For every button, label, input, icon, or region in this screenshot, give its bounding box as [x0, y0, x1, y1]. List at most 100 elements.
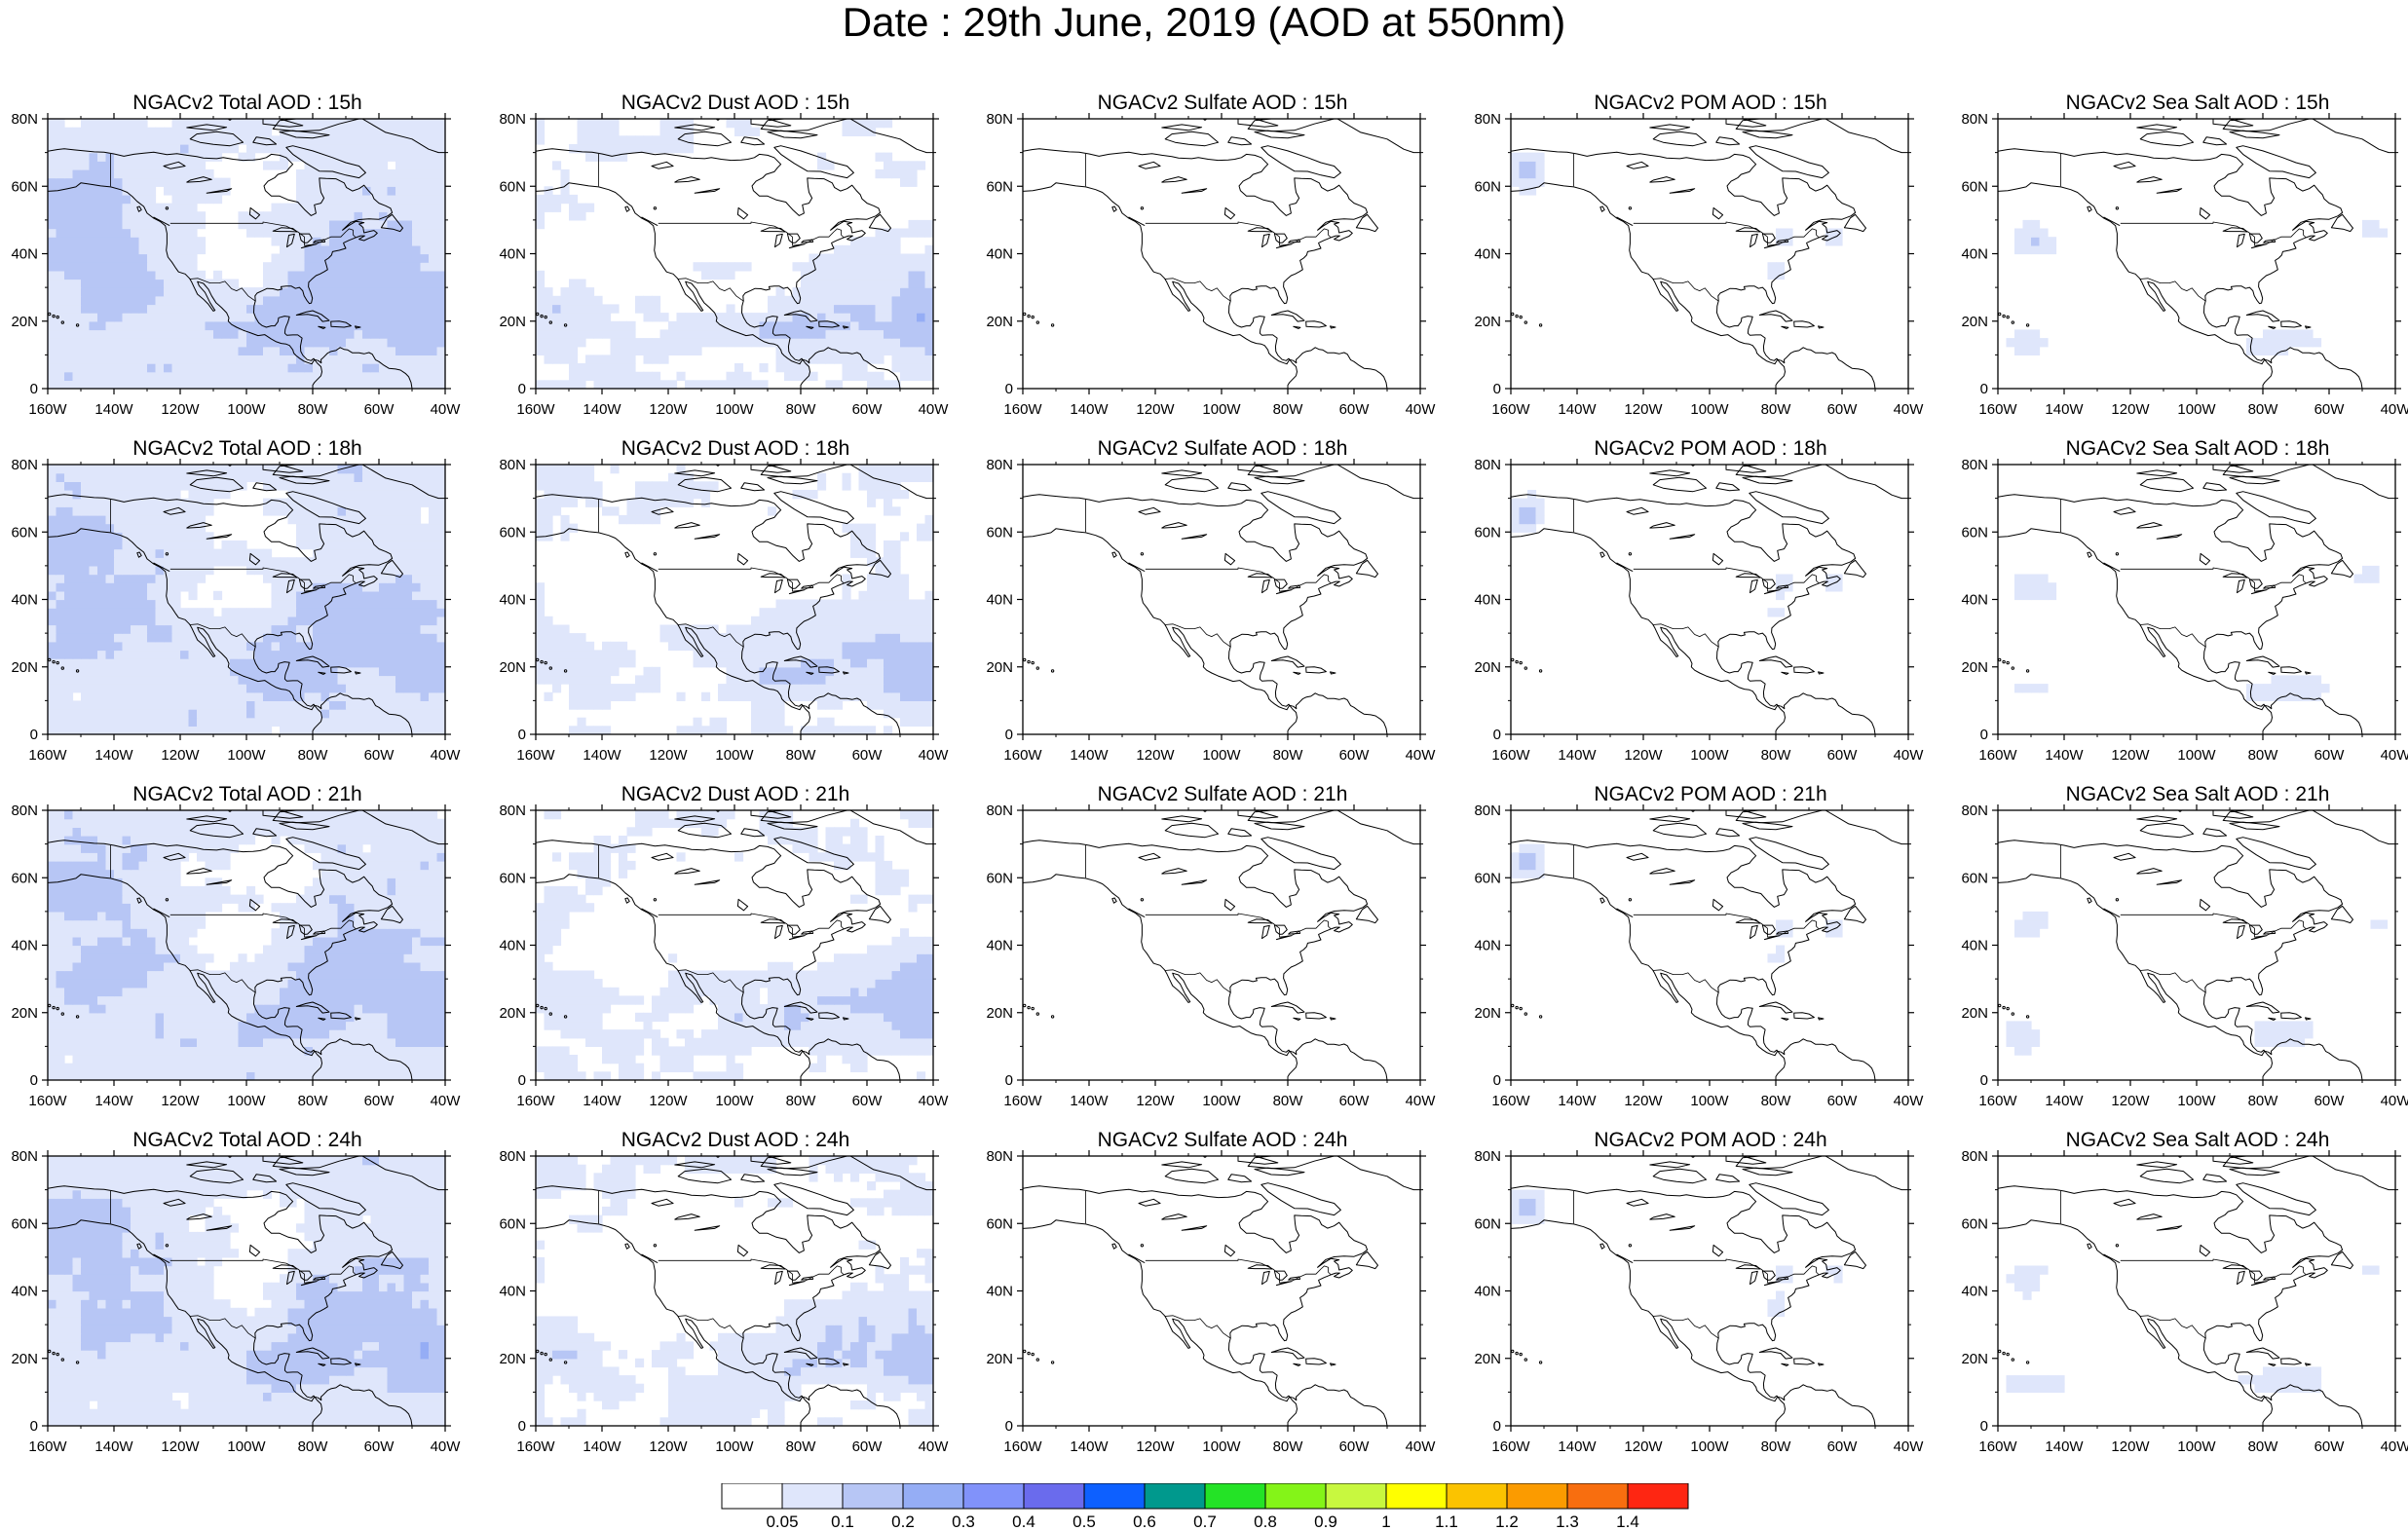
lon-tick-label: 100W: [715, 1438, 754, 1455]
lon-tick-label: 80W: [786, 1438, 817, 1455]
island-outline: [189, 1168, 245, 1184]
lon-tick-label: 40W: [1406, 1438, 1437, 1455]
aod-map: 0 20N 40N 60N 80N 160W 140W 120W 100W 80W 60W 40W: [1961, 1148, 2408, 1455]
island-outline: [849, 465, 933, 500]
island-outline: [2268, 1363, 2276, 1366]
island-outline: [2280, 320, 2302, 328]
island-outline: [1749, 1182, 1829, 1216]
panel-title: NGACv2 Total AOD : 21h: [132, 783, 362, 805]
colorbar-level-label: 0.9: [1314, 1512, 1337, 1530]
island-outline: [843, 1363, 849, 1366]
island-outline: [1616, 1253, 1634, 1263]
lat-tick-label: 60N: [499, 524, 526, 541]
island-outline: [1749, 145, 1829, 179]
colorbar-level-label: 0.6: [1133, 1512, 1156, 1530]
island-outline: [783, 655, 818, 668]
lake-outline: [1181, 1225, 1208, 1231]
islet: [2178, 810, 2182, 812]
lake-outline: [286, 1270, 295, 1286]
aod-map: 0 20N 40N 60N 80N 160W 140W 120W 100W 80W 60W 40W: [499, 1148, 949, 1455]
island-outline: [1742, 475, 1793, 485]
lake-outline: [1138, 1198, 1161, 1207]
lon-tick-label: 80W: [1761, 1093, 1792, 1109]
island-outline: [318, 1017, 326, 1021]
island-outline: [295, 1347, 330, 1360]
map-panel: NGACv2 Sea Salt AOD : 18h 0 20N 40N 60N 80N 16…: [1952, 430, 2408, 771]
island-outline: [2212, 119, 2254, 128]
country-border: [2120, 913, 2307, 938]
islet: [1050, 1015, 1055, 1019]
islet: [1023, 1349, 1027, 1354]
lat-tick-label: 80N: [11, 457, 38, 473]
islet: [1031, 315, 1035, 319]
islet: [2025, 1361, 2030, 1364]
panel-title: NGACv2 Dust AOD : 21h: [621, 783, 850, 805]
islet: [544, 1006, 547, 1011]
lon-tick-label: 160W: [516, 747, 555, 764]
lake-outline: [1181, 879, 1208, 885]
lon-tick-label: 60W: [852, 1093, 884, 1109]
country-border: [1145, 567, 1332, 592]
lon-tick-label: 120W: [2111, 1438, 2150, 1455]
lake-outline: [651, 1198, 674, 1207]
island-outline: [1649, 1161, 1691, 1169]
island-outline: [2139, 476, 2195, 493]
lon-tick-label: 160W: [1978, 1438, 2017, 1455]
island-outline: [1305, 1358, 1327, 1365]
island-outline: [1825, 1156, 1908, 1191]
lat-tick-label: 20N: [499, 1005, 526, 1022]
country-border: [189, 623, 256, 648]
island-outline: [1293, 1017, 1301, 1021]
island-outline: [1254, 821, 1305, 831]
lat-tick-label: 80N: [1961, 111, 1988, 128]
lake-outline: [1750, 579, 1758, 594]
island-outline: [1227, 1174, 1253, 1183]
lon-tick-label: 140W: [1070, 401, 1109, 418]
lat-tick-label: 20N: [986, 659, 1013, 676]
island-outline: [1355, 905, 1378, 924]
lat-tick-label: 40N: [499, 246, 526, 263]
coastline: [48, 1185, 413, 1426]
island-outline: [1652, 1168, 1708, 1184]
panel-title: NGACv2 Sulfate AOD : 21h: [1097, 783, 1348, 805]
lake-outline: [774, 1270, 783, 1286]
islet: [1538, 323, 1543, 327]
country-border: [677, 623, 744, 648]
lat-tick-label: 40N: [1961, 1284, 1988, 1300]
island-outline: [2087, 897, 2092, 904]
islet: [1524, 666, 1527, 670]
lat-tick-label: 20N: [1961, 314, 1988, 330]
islet: [1519, 1006, 1523, 1011]
lake-outline: [2136, 868, 2163, 875]
island-outline: [767, 821, 818, 831]
lake-outline: [1138, 852, 1161, 861]
lat-tick-label: 0: [518, 727, 526, 743]
island-outline: [318, 1363, 326, 1366]
lake-outline: [2156, 879, 2183, 885]
island-outline: [1305, 1012, 1327, 1020]
lon-tick-label: 120W: [1136, 1093, 1175, 1109]
islet: [1538, 669, 1543, 673]
lat-tick-label: 20N: [11, 314, 38, 330]
islet: [52, 314, 56, 318]
colorbar-swatch: [1144, 1483, 1206, 1510]
islet: [56, 660, 59, 665]
lake-outline: [674, 868, 700, 875]
island-outline: [1161, 469, 1203, 477]
island-outline: [1781, 1363, 1789, 1366]
islet: [56, 1006, 59, 1011]
lake-outline: [651, 852, 674, 861]
coastline: [1998, 1185, 2363, 1426]
colorbar-swatch: [1083, 1483, 1146, 1510]
island-outline: [186, 1161, 228, 1169]
islet: [1998, 1349, 2002, 1354]
coastline: [1511, 840, 1876, 1080]
colorbar-swatch: [1627, 1483, 1689, 1510]
lake-outline: [2237, 924, 2245, 940]
islet: [1515, 314, 1519, 318]
lake-outline: [1181, 534, 1208, 540]
lon-tick-label: 40W: [1894, 747, 1925, 764]
lake-outline: [1223, 552, 1236, 566]
lake-outline: [163, 1198, 186, 1207]
islet: [1524, 320, 1527, 324]
